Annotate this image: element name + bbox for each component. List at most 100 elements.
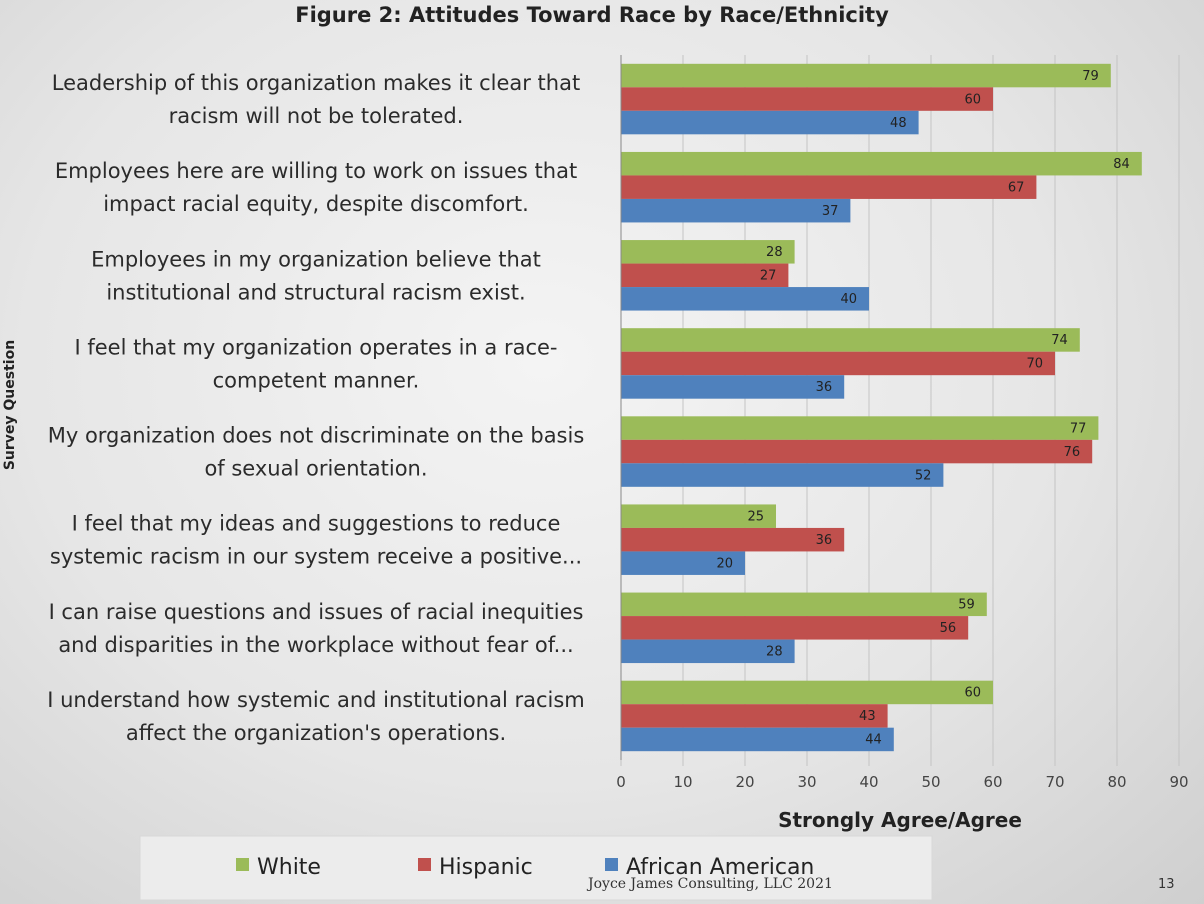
category-label-line: affect the organization's operations. <box>126 721 506 745</box>
bar-value-label: 40 <box>840 292 857 307</box>
bar-hispanic <box>621 704 888 728</box>
bar-white <box>621 240 795 264</box>
bar-value-label: 56 <box>940 621 957 636</box>
bar-african-american <box>621 375 845 399</box>
bar-hispanic <box>621 175 1037 199</box>
bar-white <box>621 328 1080 352</box>
y-axis-label: Survey Question <box>2 340 18 470</box>
bar-african-american <box>621 639 795 664</box>
bar-value-label: 76 <box>1064 445 1081 460</box>
bar-value-label: 79 <box>1082 69 1099 84</box>
bars: 79 60 48 84 67 37 28 27 40 74 70 36 77 76 52 25 36 20 5956… <box>621 63 1142 752</box>
bar-hispanic <box>621 527 845 552</box>
category-label: I understand how systemic and institutio… <box>47 688 584 745</box>
bar-hispanic <box>621 351 1055 376</box>
bar-value-label: 48 <box>890 116 907 131</box>
category-label-line: My organization does not discriminate on… <box>48 424 585 448</box>
category-label: Employees here are willing to work on is… <box>55 159 577 216</box>
category-label-line: institutional and structural racism exis… <box>106 280 525 304</box>
bar-value-label: 25 <box>747 509 764 524</box>
bar-value-label: 70 <box>1026 357 1043 372</box>
bar-value-label: 74 <box>1051 333 1068 348</box>
bar-african-american <box>621 727 894 752</box>
legend-swatch <box>418 858 431 871</box>
category-label-line: Employees in my organization believe tha… <box>91 247 541 271</box>
category-label: My organization does not discriminate on… <box>48 424 585 481</box>
legend-label: African American <box>626 855 814 880</box>
bar-value-label: 28 <box>766 645 783 660</box>
bar-white <box>621 151 1142 176</box>
page-number: 13 <box>1158 877 1175 892</box>
legend-item: Hispanic <box>418 855 533 880</box>
category-label-line: racism will not be tolerated. <box>169 104 464 128</box>
bar-value-label: 77 <box>1070 421 1087 436</box>
category-label: Leadership of this organization makes it… <box>52 71 580 128</box>
category-label-line: competent manner. <box>213 368 420 392</box>
bar-value-label: 60 <box>964 686 981 701</box>
legend-item: African American <box>605 855 814 880</box>
x-tick-label: 90 <box>1169 773 1188 791</box>
category-label-line: I understand how systemic and institutio… <box>47 688 584 712</box>
category-label-line: I feel that my ideas and suggestions to … <box>72 512 561 536</box>
legend-swatch <box>605 858 618 871</box>
bar-value-label: 44 <box>865 733 882 748</box>
x-axis-label: Strongly Agree/Agree <box>778 808 1022 832</box>
category-label-line: Employees here are willing to work on is… <box>55 159 577 183</box>
bar-african-american <box>621 287 869 311</box>
category-label: I can raise questions and issues of raci… <box>49 600 584 657</box>
bar-value-label: 59 <box>958 598 975 613</box>
bar-hispanic <box>621 263 789 288</box>
bar-value-label: 67 <box>1008 180 1025 195</box>
footer-credit: Joyce James Consulting, LLC 2021 <box>586 876 833 892</box>
legend-label: White <box>257 855 321 880</box>
x-tick-label: 60 <box>983 773 1002 791</box>
bar-value-label: 52 <box>915 468 932 483</box>
category-label-line: of sexual orientation. <box>204 457 427 481</box>
legend: White Hispanic African American <box>236 855 814 880</box>
category-label: Employees in my organization believe tha… <box>91 247 541 304</box>
x-tick-label: 20 <box>735 773 754 791</box>
category-label-line: and disparities in the workplace without… <box>58 633 573 657</box>
bar-value-label: 36 <box>816 533 833 548</box>
bar-value-label: 28 <box>766 245 783 260</box>
bar-white <box>621 416 1099 440</box>
x-tick-label: 40 <box>859 773 878 791</box>
legend-label: Hispanic <box>439 855 533 880</box>
category-label-line: systemic racism in our system receive a … <box>50 545 582 569</box>
bar-white <box>621 592 987 617</box>
bar-african-american <box>621 110 919 135</box>
bar-value-label: 27 <box>760 269 777 284</box>
x-tick-label: 80 <box>1107 773 1126 791</box>
legend-swatch <box>236 858 249 871</box>
category-label-line: impact racial equity, despite discomfort… <box>103 192 529 216</box>
bar-african-american <box>621 551 745 575</box>
bar-white <box>621 504 776 528</box>
bar-value-label: 43 <box>859 709 876 724</box>
x-axis-ticks: 0 10 20 30 40 50 60 70 80 90 <box>616 773 1188 791</box>
bar-hispanic <box>621 87 993 111</box>
x-tick-label: 30 <box>797 773 816 791</box>
bar-value-label: 37 <box>822 204 839 219</box>
bar-white <box>621 680 993 705</box>
x-tick-label: 50 <box>921 773 940 791</box>
bar-hispanic <box>621 616 969 640</box>
category-label: I feel that my ideas and suggestions to … <box>50 512 582 569</box>
bar-hispanic <box>621 439 1093 464</box>
category-label-line: I feel that my organization operates in … <box>74 335 557 359</box>
category-label-line: I can raise questions and issues of raci… <box>49 600 584 624</box>
bar-value-label: 60 <box>964 92 981 107</box>
category-label: I feel that my organization operates in … <box>74 335 557 392</box>
bar-value-label: 84 <box>1113 157 1130 172</box>
category-label-line: Leadership of this organization makes it… <box>52 71 580 95</box>
bar-value-label: 20 <box>716 556 733 571</box>
x-tick-label: 70 <box>1045 773 1064 791</box>
category-labels: Leadership of this organization makes it… <box>47 71 584 745</box>
bar-white <box>621 63 1111 88</box>
bar-african-american <box>621 463 944 487</box>
bar-african-american <box>621 198 851 223</box>
x-tick-label: 10 <box>673 773 692 791</box>
legend-box <box>139 835 933 901</box>
bar-value-label: 36 <box>816 380 833 395</box>
chart-title: Figure 2: Attitudes Toward Race by Race/… <box>295 3 889 27</box>
